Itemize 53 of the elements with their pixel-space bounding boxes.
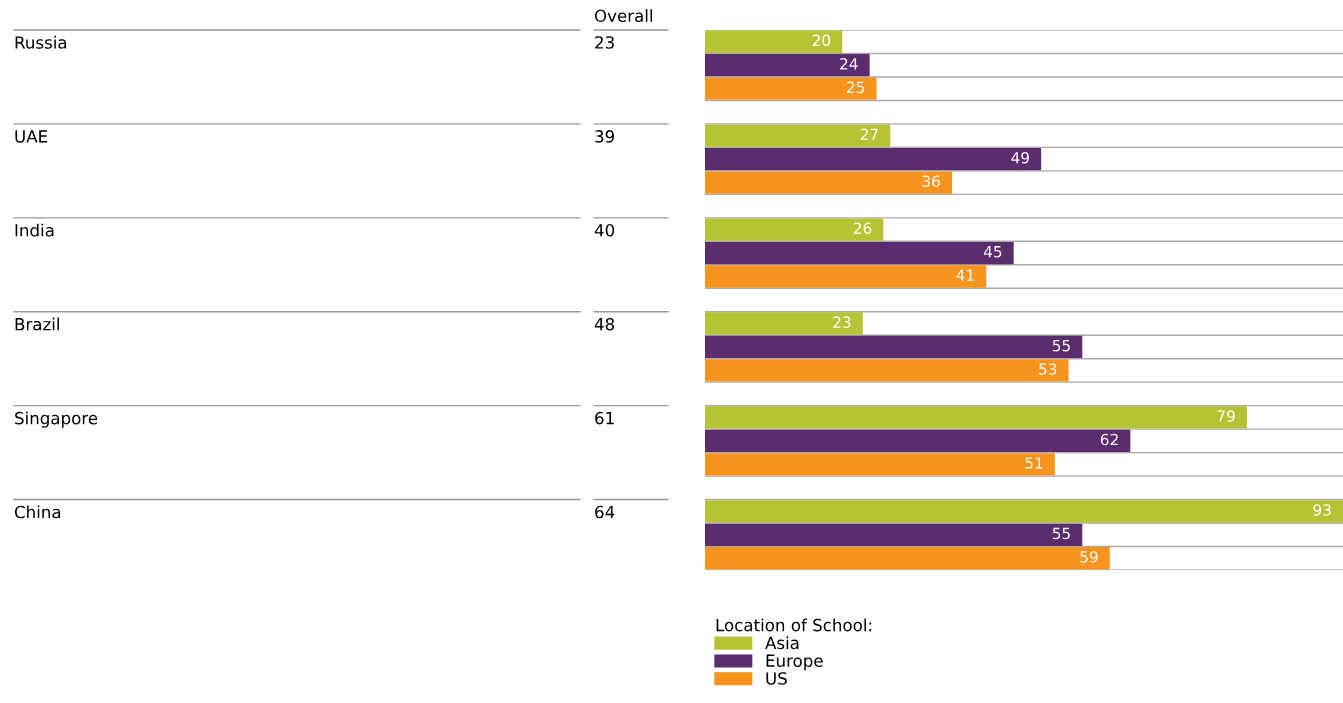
- data-label: 24: [840, 58, 858, 70]
- bar: [705, 500, 1343, 523]
- y-tick-label: India: [15, 223, 54, 237]
- data-label: 53: [1039, 363, 1057, 375]
- data-label: 41: [956, 269, 974, 281]
- text: 39: [595, 130, 615, 143]
- legend-label: Europe: [766, 654, 823, 671]
- data-label: 55: [1052, 527, 1070, 540]
- bar: [705, 312, 863, 335]
- text: Overall: [594, 9, 652, 23]
- data-label: 25: [847, 81, 865, 94]
- bar: [705, 265, 987, 288]
- data-label: 23: [833, 316, 851, 328]
- bar: [705, 429, 1131, 453]
- data-label: 79: [1217, 410, 1235, 422]
- y-tick-label: Russia: [15, 35, 67, 49]
- y-tick-label: UAE: [15, 130, 48, 143]
- data-label: 62: [1100, 433, 1118, 446]
- data-label: 27: [860, 128, 878, 140]
- data-label: 26: [853, 222, 872, 234]
- bar: [705, 547, 1110, 570]
- bar: [705, 147, 1042, 171]
- data-label: 51: [1025, 457, 1043, 469]
- y-tick-label: Brazil: [15, 317, 59, 331]
- y-tick-label: China: [14, 505, 61, 519]
- data-label: 55: [1052, 340, 1070, 352]
- legend-label: US: [766, 672, 787, 685]
- data-label: 49: [1011, 152, 1029, 164]
- bar: [705, 359, 1069, 382]
- bar: [705, 171, 952, 194]
- legend-label: Asia: [765, 636, 799, 650]
- bar: [705, 335, 1083, 359]
- y-tick-label: Singapore: [15, 411, 98, 428]
- text: 61: [595, 411, 614, 425]
- bar: [705, 406, 1247, 429]
- data-label: 93: [1313, 504, 1331, 516]
- bar: [705, 453, 1055, 476]
- bar: [705, 30, 843, 53]
- data-label: 20: [812, 34, 831, 47]
- bar: [705, 241, 1014, 265]
- text: 64: [595, 505, 615, 519]
- data-label: 59: [1080, 551, 1098, 563]
- bar: [705, 54, 870, 77]
- text: 48: [594, 317, 615, 331]
- data-label: 45: [983, 246, 1002, 258]
- bar: [705, 77, 877, 100]
- legend-title: Location of School:: [716, 618, 872, 632]
- data-label: 36: [922, 175, 940, 188]
- text: 23: [595, 36, 614, 49]
- bar: [705, 218, 884, 241]
- bar: [705, 124, 891, 147]
- text: 40: [594, 223, 615, 237]
- bar: [705, 523, 1083, 546]
